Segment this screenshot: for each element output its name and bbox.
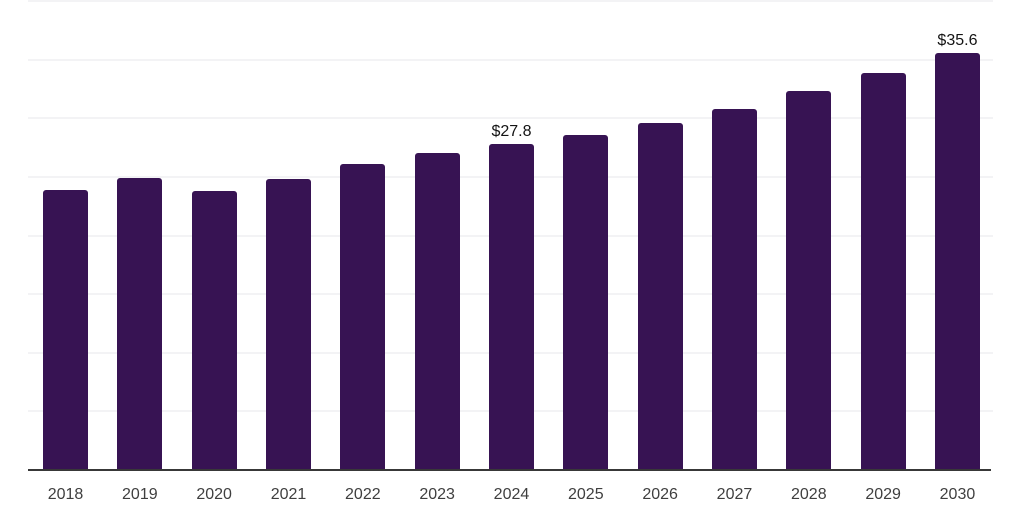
x-tick-2026: 2026 (642, 486, 678, 503)
x-tick-2018: 2018 (47, 486, 84, 503)
bar-2027 (711, 108, 757, 470)
x-tick-2028: 2028 (791, 486, 827, 503)
x-tick-2029: 2029 (865, 486, 901, 503)
bar-2030 (934, 52, 980, 470)
gridline-35 (28, 58, 993, 61)
x-tick-2022: 2022 (345, 486, 381, 503)
x-axis-line (28, 469, 991, 471)
bar-2022 (340, 163, 386, 470)
x-tick-2020: 2020 (196, 486, 232, 503)
bar-2029 (860, 72, 906, 470)
x-tick-2019: 2019 (122, 486, 158, 503)
bar-2024 (488, 144, 534, 470)
bar-2021 (265, 179, 311, 470)
data-label-2024: $27.8 (491, 123, 532, 141)
x-tick-2025: 2025 (568, 486, 604, 503)
x-tick-2030: 2030 (939, 486, 976, 503)
x-tick-2027: 2027 (716, 486, 753, 503)
bar-2028 (786, 91, 832, 470)
bar-2018 (43, 189, 88, 470)
gridline-30 (28, 117, 993, 120)
bar-2025 (563, 134, 609, 470)
bar-2023 (414, 153, 460, 470)
bar-2019 (117, 178, 163, 470)
x-tick-2023: 2023 (419, 486, 455, 503)
gridline-40 (28, 0, 993, 2)
x-tick-2021: 2021 (270, 486, 307, 503)
x-tick-2024: 2024 (493, 486, 530, 503)
bar-2020 (191, 190, 237, 470)
data-label-2030: $35.6 (937, 31, 978, 49)
bar-2026 (637, 122, 683, 470)
